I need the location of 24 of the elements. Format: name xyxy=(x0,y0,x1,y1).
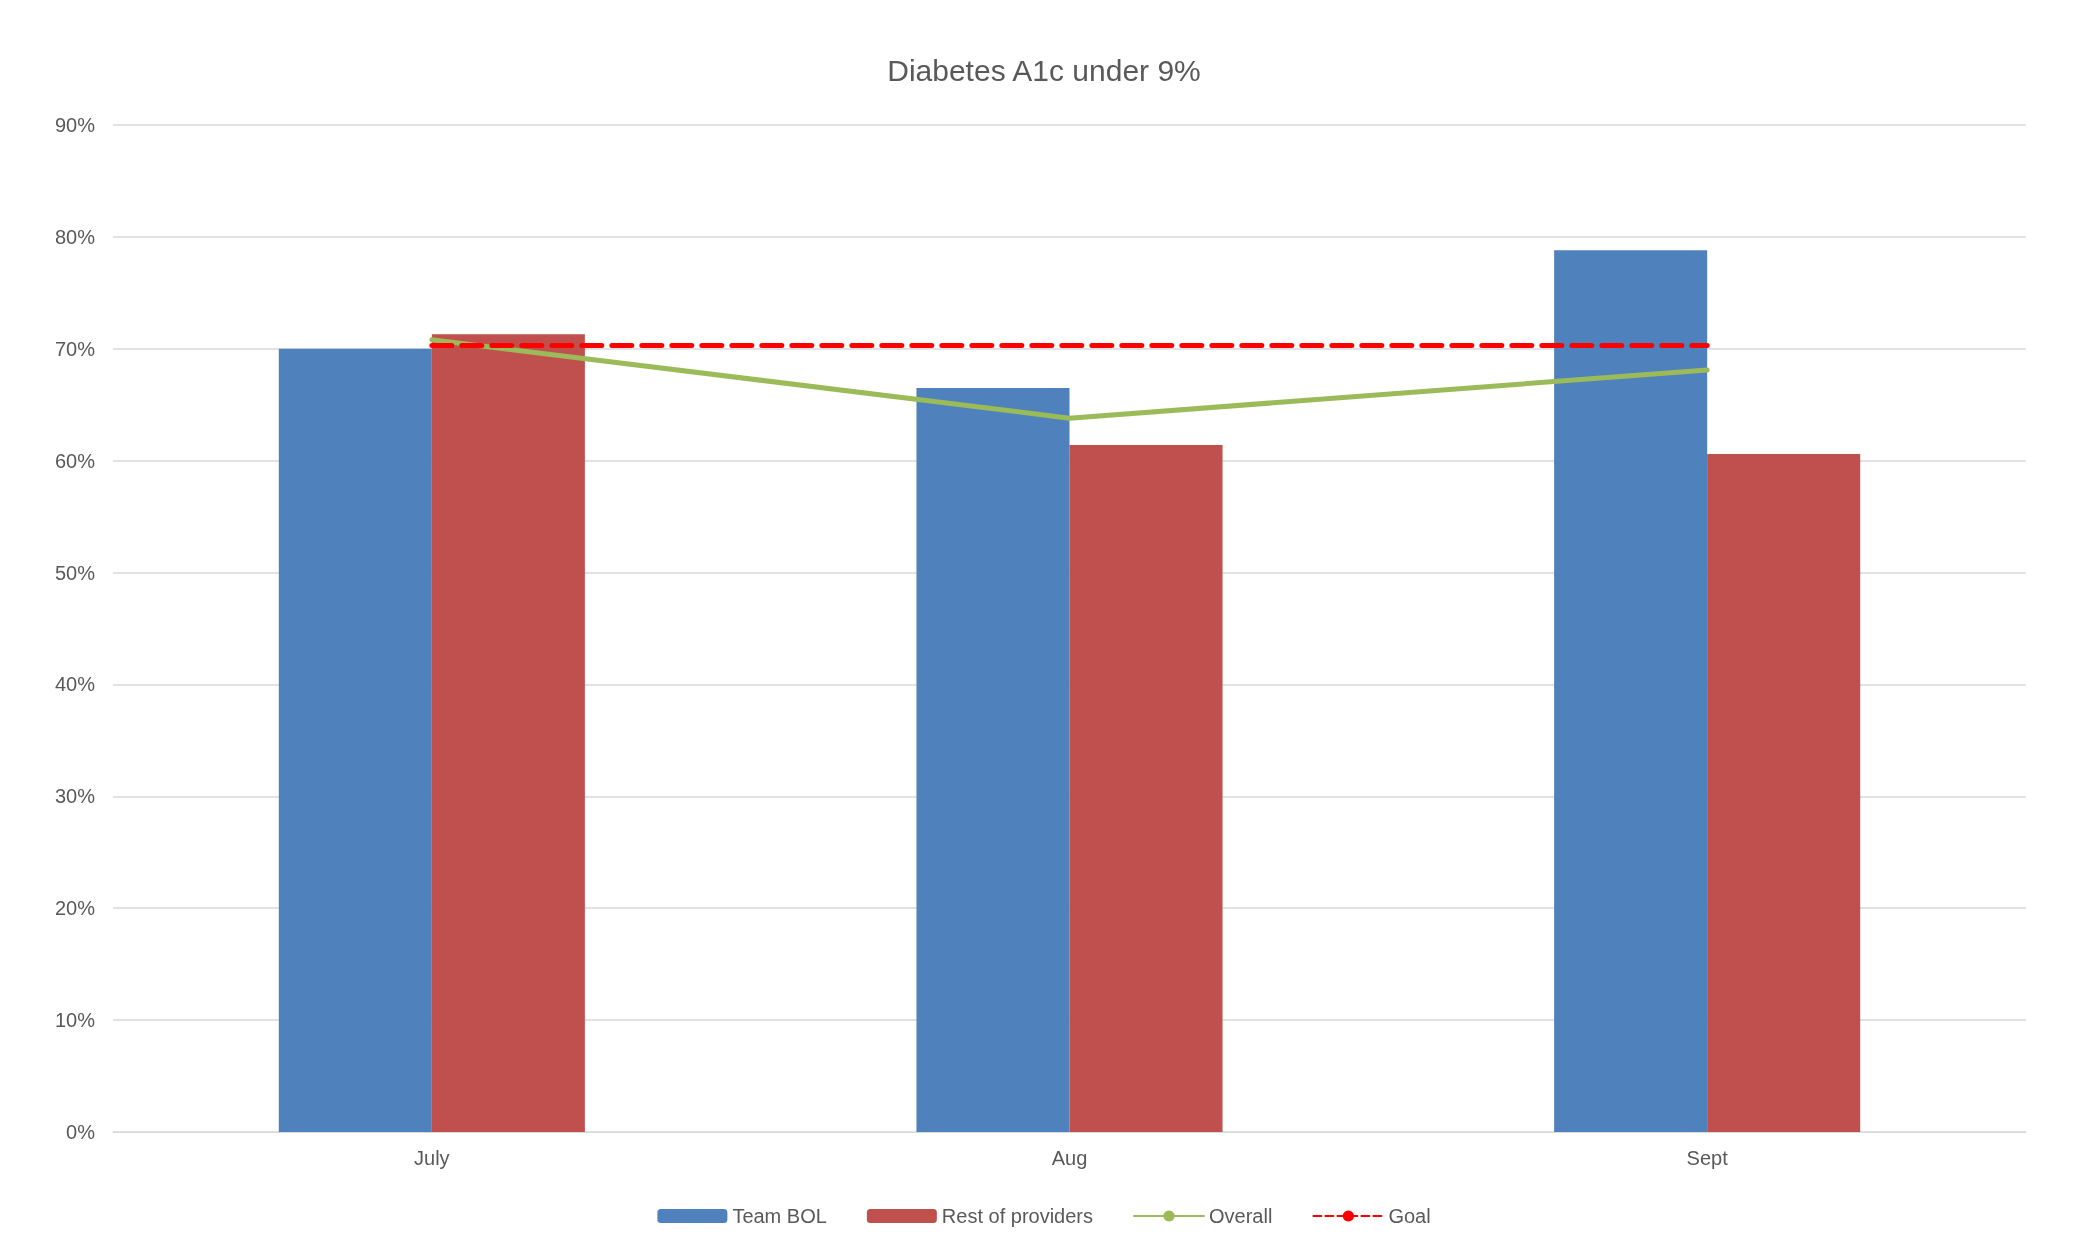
y-tick-label: 30% xyxy=(54,785,96,808)
x-tick-label: July xyxy=(414,1147,450,1169)
bar xyxy=(1069,445,1223,1132)
bar xyxy=(278,348,432,1132)
y-tick-label: 80% xyxy=(54,225,96,248)
y-tick-label: 20% xyxy=(54,897,96,920)
x-tick-label: Aug xyxy=(1051,1147,1088,1169)
bar xyxy=(1707,453,1861,1132)
legend-label: Goal xyxy=(1388,1205,1431,1227)
y-tick-label: 40% xyxy=(54,673,96,696)
y-tick-label: 70% xyxy=(54,337,96,360)
y-tick-label: 60% xyxy=(54,449,96,472)
bar xyxy=(916,387,1070,1132)
bar xyxy=(1554,250,1708,1132)
y-tick-label: 90% xyxy=(54,114,96,136)
y-tick-label: 50% xyxy=(54,561,96,584)
legend-label: Overall xyxy=(1209,1205,1273,1227)
legend-label: Team BOL xyxy=(732,1205,827,1227)
chart-title: Diabetes A1c under 9% xyxy=(887,53,1201,87)
y-tick-label: 0% xyxy=(66,1121,96,1143)
x-tick-label: Sept xyxy=(1686,1147,1729,1169)
bar xyxy=(431,334,585,1132)
legend-label: Rest of providers xyxy=(941,1205,1094,1227)
y-tick-label: 10% xyxy=(54,1009,96,1032)
